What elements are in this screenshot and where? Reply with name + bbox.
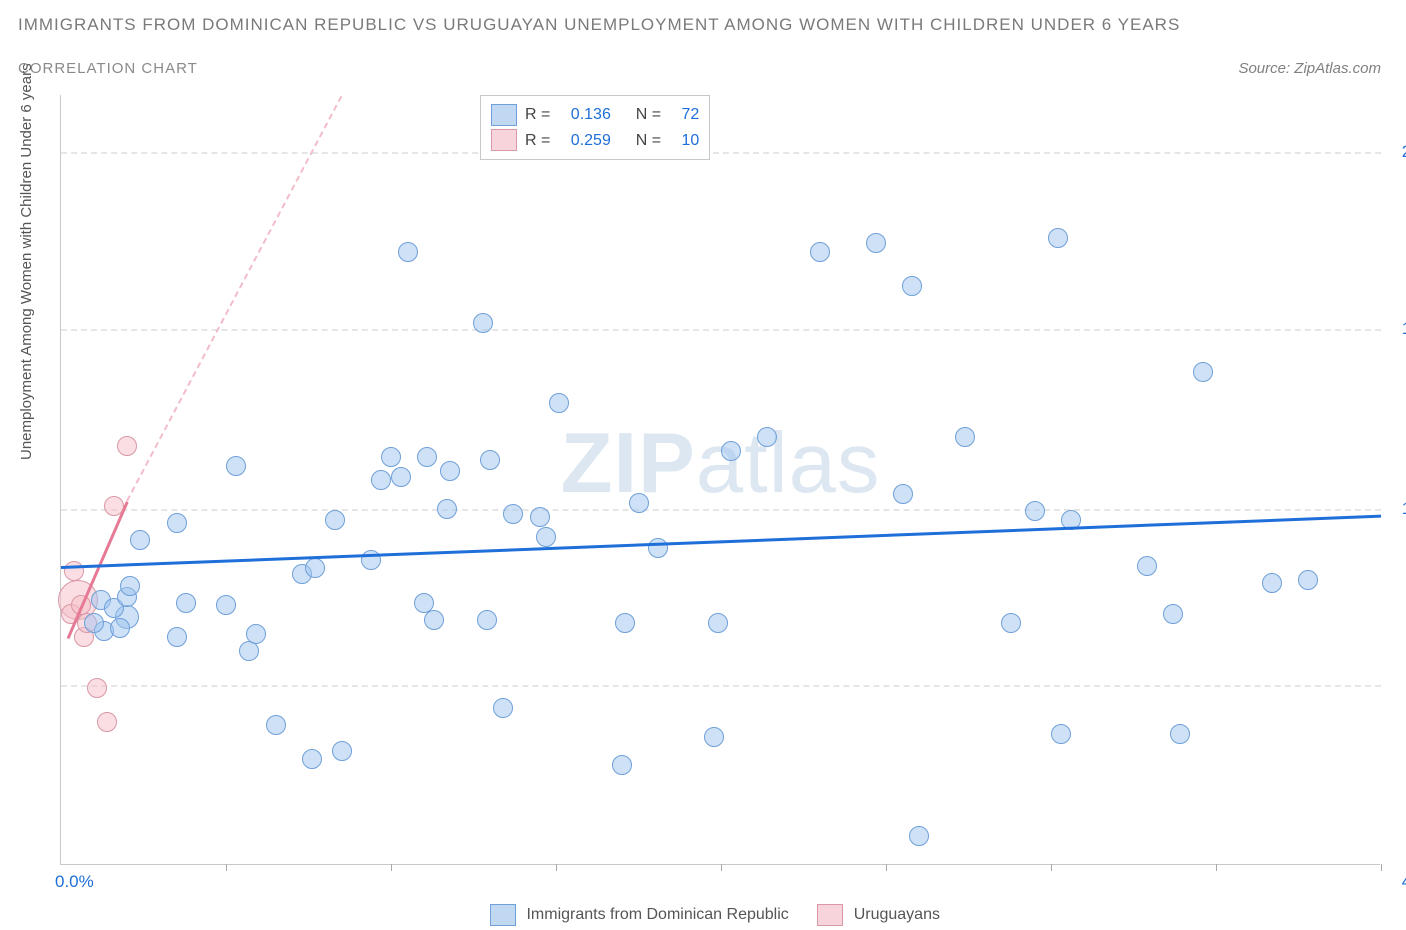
scatter-point xyxy=(130,530,150,550)
scatter-point xyxy=(117,436,137,456)
scatter-point xyxy=(477,610,497,630)
scatter-point xyxy=(110,618,130,638)
scatter-point xyxy=(176,593,196,613)
chart-title: IMMIGRANTS FROM DOMINICAN REPUBLIC VS UR… xyxy=(18,15,1180,35)
trend-line xyxy=(61,514,1381,568)
scatter-point xyxy=(167,627,187,647)
scatter-point xyxy=(704,727,724,747)
chart-subtitle: CORRELATION CHART xyxy=(18,60,198,77)
scatter-point xyxy=(216,595,236,615)
scatter-point xyxy=(332,741,352,761)
scatter-point xyxy=(84,613,104,633)
scatter-point xyxy=(398,242,418,262)
x-tick xyxy=(721,864,722,871)
x-tick xyxy=(886,864,887,871)
correlation-legend: R = 0.136 N = 72 R = 0.259 N = 10 xyxy=(480,95,710,160)
scatter-point xyxy=(549,393,569,413)
watermark: ZIPatlas xyxy=(561,415,881,513)
scatter-point xyxy=(1298,570,1318,590)
scatter-point xyxy=(1001,613,1021,633)
scatter-point xyxy=(1193,362,1213,382)
chart-plot-area: ZIPatlas 0.0% 40.0% 6.3%12.5%18.8%25.0% xyxy=(60,95,1380,865)
gridline xyxy=(61,685,1381,687)
source-attribution: Source: ZipAtlas.com xyxy=(1238,60,1381,77)
legend-label-series2: Uruguayans xyxy=(854,906,940,923)
scatter-point xyxy=(810,242,830,262)
y-axis-label: Unemployment Among Women with Children U… xyxy=(18,63,35,460)
scatter-point xyxy=(97,712,117,732)
scatter-point xyxy=(721,441,741,461)
y-tick-label: 6.3% xyxy=(1390,675,1406,695)
y-tick-label: 18.8% xyxy=(1390,319,1406,339)
y-tick-label: 25.0% xyxy=(1390,142,1406,162)
scatter-point xyxy=(612,755,632,775)
scatter-point xyxy=(909,826,929,846)
scatter-point xyxy=(866,233,886,253)
x-tick xyxy=(1216,864,1217,871)
scatter-point xyxy=(1262,573,1282,593)
y-tick-label: 12.5% xyxy=(1390,499,1406,519)
legend-label-series1: Immigrants from Dominican Republic xyxy=(526,906,788,923)
scatter-point xyxy=(1137,556,1157,576)
scatter-point xyxy=(381,447,401,467)
scatter-point xyxy=(757,427,777,447)
scatter-point xyxy=(902,276,922,296)
scatter-point xyxy=(437,499,457,519)
scatter-point xyxy=(87,678,107,698)
scatter-point xyxy=(246,624,266,644)
scatter-point xyxy=(530,507,550,527)
scatter-point xyxy=(305,558,325,578)
scatter-point xyxy=(615,613,635,633)
scatter-point xyxy=(424,610,444,630)
x-tick xyxy=(391,864,392,871)
scatter-point xyxy=(503,504,523,524)
scatter-point xyxy=(536,527,556,547)
scatter-point xyxy=(1170,724,1190,744)
scatter-point xyxy=(440,461,460,481)
x-tick xyxy=(226,864,227,871)
legend-swatch-series2 xyxy=(817,904,843,926)
scatter-point xyxy=(239,641,259,661)
gridline xyxy=(61,329,1381,331)
series-legend: Immigrants from Dominican Republic Urugu… xyxy=(0,904,1406,926)
legend-swatch-pink xyxy=(491,129,517,151)
legend-swatch-blue xyxy=(491,104,517,126)
scatter-point xyxy=(1051,724,1071,744)
scatter-point xyxy=(1163,604,1183,624)
x-tick xyxy=(1051,864,1052,871)
scatter-point xyxy=(120,576,140,596)
trend-line xyxy=(126,96,342,502)
legend-row-pink: R = 0.259 N = 10 xyxy=(491,128,699,154)
scatter-point xyxy=(325,510,345,530)
scatter-point xyxy=(493,698,513,718)
scatter-point xyxy=(226,456,246,476)
legend-swatch-series1 xyxy=(490,904,516,926)
scatter-point xyxy=(1048,228,1068,248)
scatter-point xyxy=(648,538,668,558)
scatter-point xyxy=(371,470,391,490)
scatter-point xyxy=(302,749,322,769)
scatter-point xyxy=(473,313,493,333)
scatter-point xyxy=(417,447,437,467)
x-axis-min-label: 0.0% xyxy=(55,872,94,892)
scatter-point xyxy=(391,467,411,487)
scatter-point xyxy=(167,513,187,533)
scatter-point xyxy=(708,613,728,633)
scatter-point xyxy=(266,715,286,735)
scatter-point xyxy=(629,493,649,513)
x-tick xyxy=(1381,864,1382,871)
scatter-point xyxy=(955,427,975,447)
scatter-point xyxy=(893,484,913,504)
x-tick xyxy=(556,864,557,871)
legend-row-blue: R = 0.136 N = 72 xyxy=(491,102,699,128)
gridline xyxy=(61,152,1381,154)
scatter-point xyxy=(480,450,500,470)
x-axis-max-label: 40.0% xyxy=(1402,872,1406,892)
scatter-point xyxy=(1025,501,1045,521)
